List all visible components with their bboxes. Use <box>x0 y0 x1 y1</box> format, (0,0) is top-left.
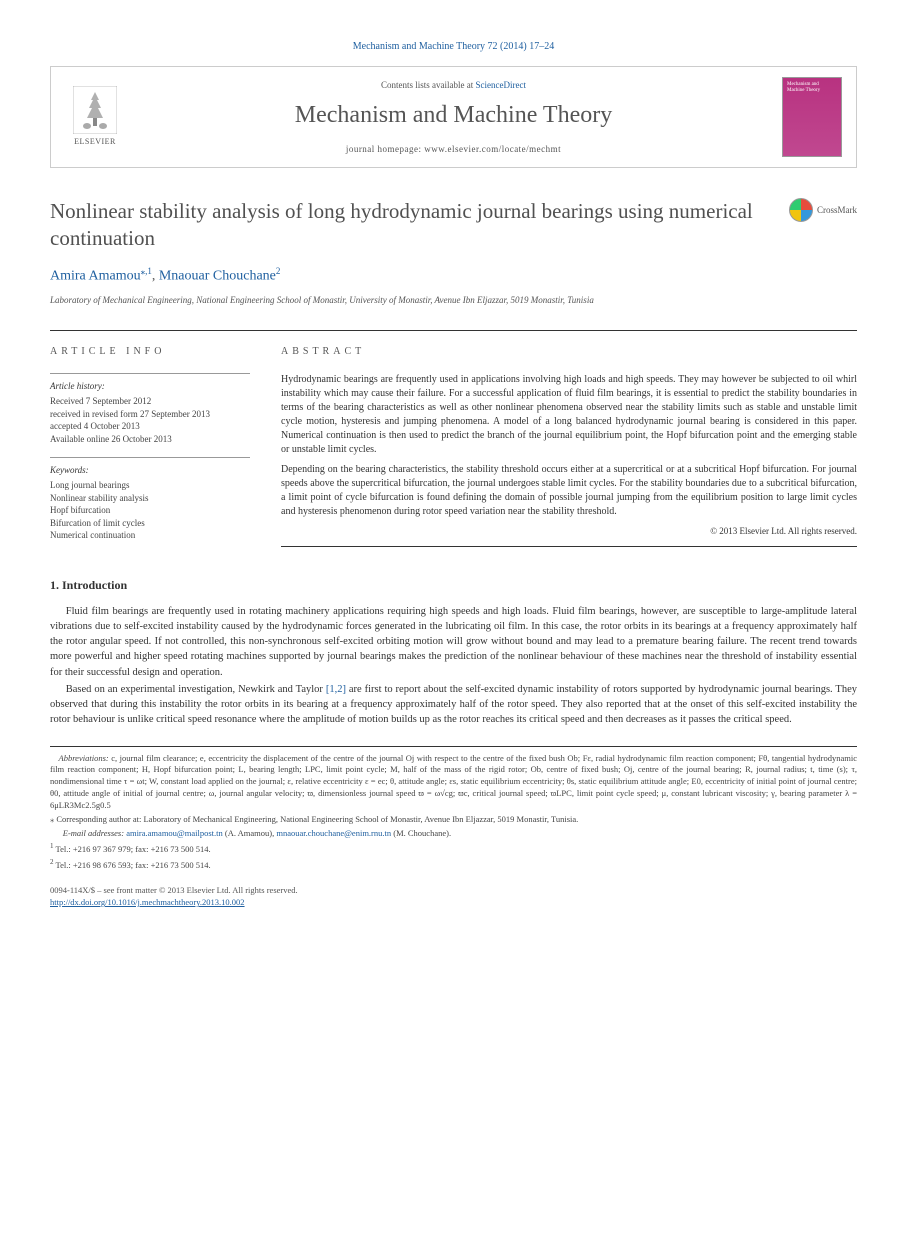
history-title: Article history: <box>50 373 250 393</box>
abbrev-text: c, journal film clearance; e, eccentrici… <box>50 753 857 811</box>
history-received: Received 7 September 2012 <box>50 395 250 408</box>
history-revised: received in revised form 27 September 20… <box>50 408 250 421</box>
footnotes: Abbreviations: c, journal film clearance… <box>50 746 857 872</box>
elsevier-label: ELSEVIER <box>74 136 116 147</box>
abstract-text: Hydrodynamic bearings are frequently use… <box>281 373 857 519</box>
email-2-link[interactable]: mnaouar.chouchane@enim.rnu.tn <box>276 828 391 838</box>
keyword-1: Long journal bearings <box>50 479 250 492</box>
affiliation: Laboratory of Mechanical Engineering, Na… <box>50 294 857 307</box>
abbrev-label: Abbreviations: <box>59 753 112 763</box>
journal-header: ELSEVIER Contents lists available at Sci… <box>50 66 857 168</box>
contents-prefix: Contents lists available at <box>381 80 475 90</box>
email-line: E-mail addresses: amira.amamou@mailpost.… <box>50 828 857 840</box>
header-center: Contents lists available at ScienceDirec… <box>139 79 768 156</box>
keyword-5: Numerical continuation <box>50 529 250 542</box>
top-citation: Mechanism and Machine Theory 72 (2014) 1… <box>50 40 857 54</box>
sciencedirect-link[interactable]: ScienceDirect <box>476 80 526 90</box>
doi-link[interactable]: http://dx.doi.org/10.1016/j.mechmachtheo… <box>50 897 245 907</box>
article-info-head: article info <box>50 345 250 359</box>
tel-2: 2 Tel.: +216 98 676 593; fax: +216 73 50… <box>50 858 857 872</box>
authors: Amira Amamou⁎,1, Mnaouar Chouchane2 <box>50 265 857 286</box>
keyword-3: Hopf bifurcation <box>50 504 250 517</box>
history-accepted: accepted 4 October 2013 <box>50 420 250 433</box>
crossmark-icon <box>789 198 813 222</box>
title-row: Nonlinear stability analysis of long hyd… <box>50 198 857 253</box>
history-online: Available online 26 October 2013 <box>50 433 250 446</box>
intro-p2: Based on an experimental investigation, … <box>50 682 857 728</box>
author-1-link[interactable]: Amira Amamou <box>50 268 141 283</box>
crossmark-label: CrossMark <box>817 204 857 217</box>
crossmark-badge[interactable]: CrossMark <box>789 198 857 222</box>
info-abstract-row: article info Article history: Received 7… <box>50 330 857 547</box>
article-title: Nonlinear stability analysis of long hyd… <box>50 198 769 253</box>
section-1-body: Fluid film bearings are frequently used … <box>50 604 857 728</box>
abbreviations: Abbreviations: c, journal film clearance… <box>50 753 857 812</box>
homepage-line: journal homepage: www.elsevier.com/locat… <box>139 143 768 156</box>
homepage-prefix: journal homepage: <box>346 144 424 154</box>
keyword-4: Bifurcation of limit cycles <box>50 517 250 530</box>
keywords-block: Keywords: Long journal bearings Nonlinea… <box>50 457 250 542</box>
abstract-p1: Hydrodynamic bearings are frequently use… <box>281 373 857 457</box>
email-1-link[interactable]: amira.amamou@mailpost.tn <box>126 828 223 838</box>
corr-text: Corresponding author at: Laboratory of M… <box>56 814 578 824</box>
abstract-head: abstract <box>281 345 857 359</box>
intro-p1: Fluid film bearings are frequently used … <box>50 604 857 680</box>
email-2-suffix: (M. Chouchane). <box>391 828 451 838</box>
author-sep: , <box>152 268 159 283</box>
email-1-suffix: (A. Amamou), <box>223 828 277 838</box>
author-2-link[interactable]: Mnaouar Chouchane <box>159 268 276 283</box>
tel-1: 1 Tel.: +216 97 367 979; fax: +216 73 50… <box>50 842 857 856</box>
journal-cover-thumbnail: Mechanism and Machine Theory <box>782 77 842 157</box>
journal-name: Mechanism and Machine Theory <box>139 99 768 133</box>
front-matter-line: 0094-114X/$ – see front matter © 2013 El… <box>50 885 857 897</box>
intro-p2a: Based on an experimental investigation, … <box>66 684 326 695</box>
keywords-title: Keywords: <box>50 457 250 477</box>
email-label: E-mail addresses: <box>63 828 126 838</box>
cover-title: Mechanism and Machine Theory <box>787 82 837 93</box>
abstract-copyright: © 2013 Elsevier Ltd. All rights reserved… <box>281 525 857 547</box>
homepage-url: www.elsevier.com/locate/mechmt <box>424 144 561 154</box>
citation-1-2[interactable]: [1,2] <box>326 684 346 695</box>
keyword-2: Nonlinear stability analysis <box>50 492 250 505</box>
author-1-sup: ⁎,1 <box>141 266 152 276</box>
bottom-block: 0094-114X/$ – see front matter © 2013 El… <box>50 885 857 909</box>
corresponding-author: ⁎ Corresponding author at: Laboratory of… <box>50 814 857 826</box>
tel-1-text: Tel.: +216 97 367 979; fax: +216 73 500 … <box>54 844 211 854</box>
abstract-column: abstract Hydrodynamic bearings are frequ… <box>280 345 857 547</box>
abstract-p2: Depending on the bearing characteristics… <box>281 463 857 519</box>
contents-line: Contents lists available at ScienceDirec… <box>139 79 768 92</box>
article-info: article info Article history: Received 7… <box>50 345 250 547</box>
section-1-heading: 1. Introduction <box>50 577 857 594</box>
tel-2-text: Tel.: +216 98 676 593; fax: +216 73 500 … <box>54 859 211 869</box>
elsevier-tree-icon <box>73 86 117 134</box>
elsevier-logo: ELSEVIER <box>65 82 125 152</box>
author-2-sup: 2 <box>276 266 281 276</box>
